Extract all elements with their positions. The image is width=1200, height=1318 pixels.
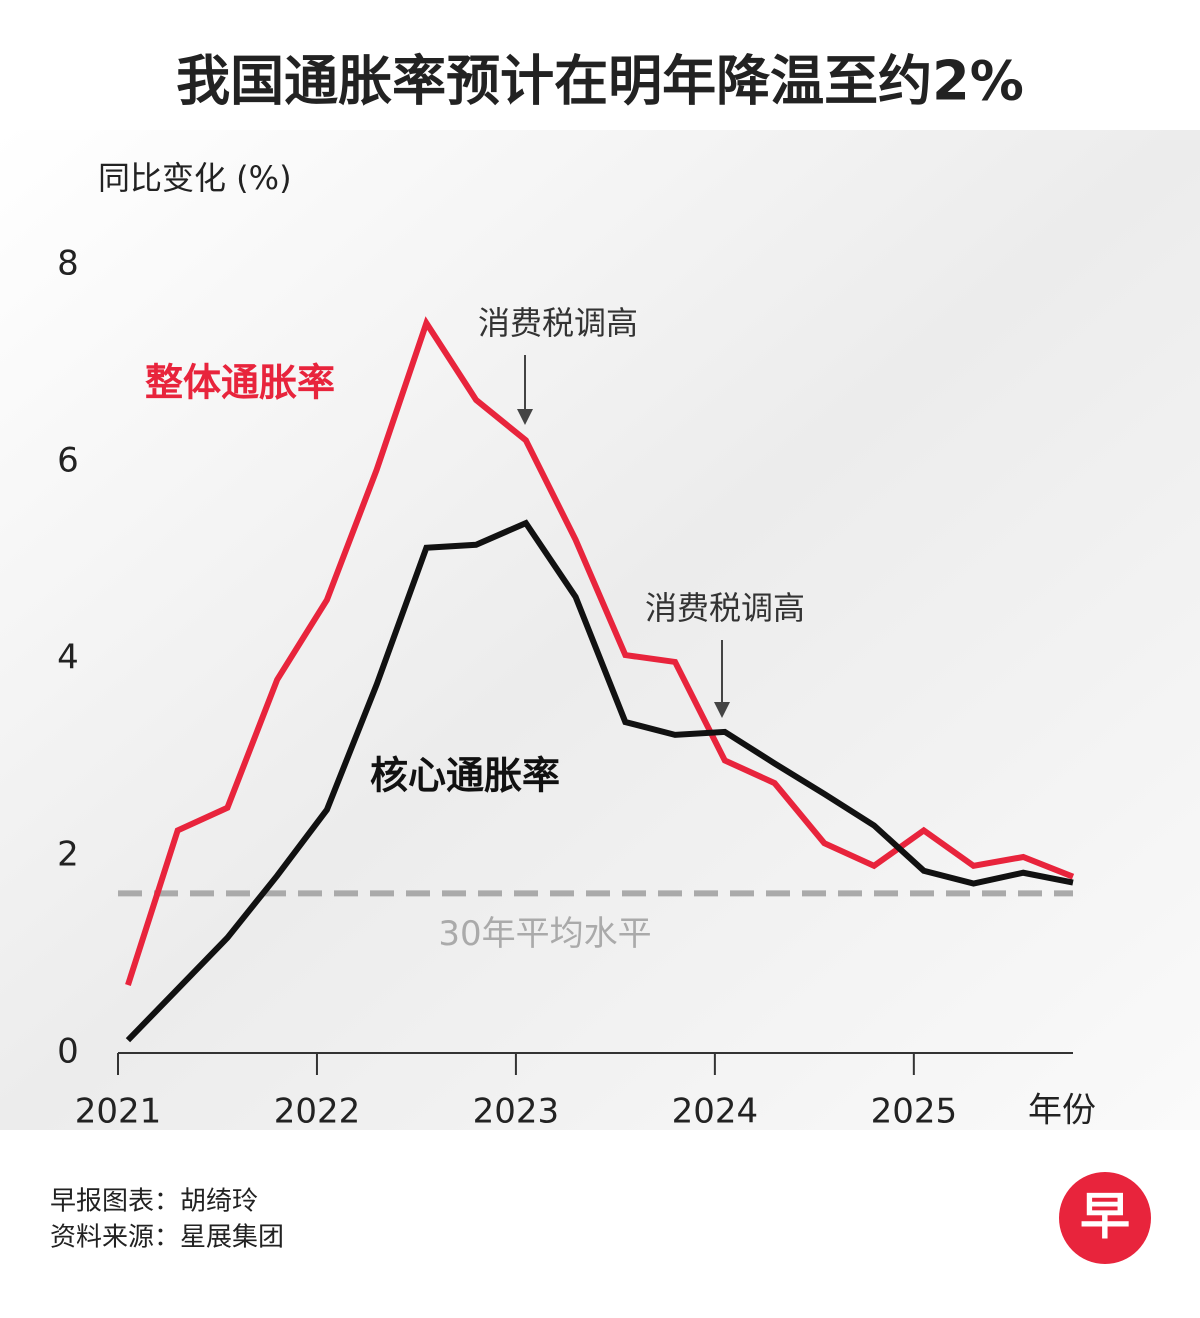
y-axis-label: 同比变化 (%) [98,159,292,197]
logo-circle [1059,1172,1151,1264]
y-tick-label: 2 [57,835,79,875]
x-tick-label: 2023 [473,1092,560,1132]
series-label: 整体通胀率 [145,361,335,405]
annotation-arrowhead [714,702,730,718]
x-tick-label: 2025 [871,1092,958,1132]
annotation: 消费税调高 [478,304,638,342]
source: 资料来源：星展集团 [50,1223,284,1253]
y-tick-label: 6 [57,441,79,481]
x-tick-label: 2022 [274,1092,361,1132]
y-tick-label: 4 [57,638,79,678]
series-line [125,519,1074,1043]
series-line [125,316,1075,986]
x-tick-label: 2021 [75,1092,162,1132]
chart-title: 我国通胀率预计在明年降温至约2% [176,50,1024,113]
credit: 早报图表：胡绮玲 [50,1187,258,1217]
annotation-arrowhead [517,409,533,425]
y-tick-label: 8 [57,244,79,284]
x-tick-label: 2024 [672,1092,759,1132]
reference-label: 30年平均水平 [438,914,651,954]
logo: 早 [1080,1188,1130,1246]
y-tick-label: 0 [57,1032,79,1072]
background [0,130,1200,1130]
series-label: 核心通胀率 [370,754,560,798]
x-axis-label: 年份 [1028,1091,1096,1131]
annotation: 消费税调高 [645,589,805,627]
